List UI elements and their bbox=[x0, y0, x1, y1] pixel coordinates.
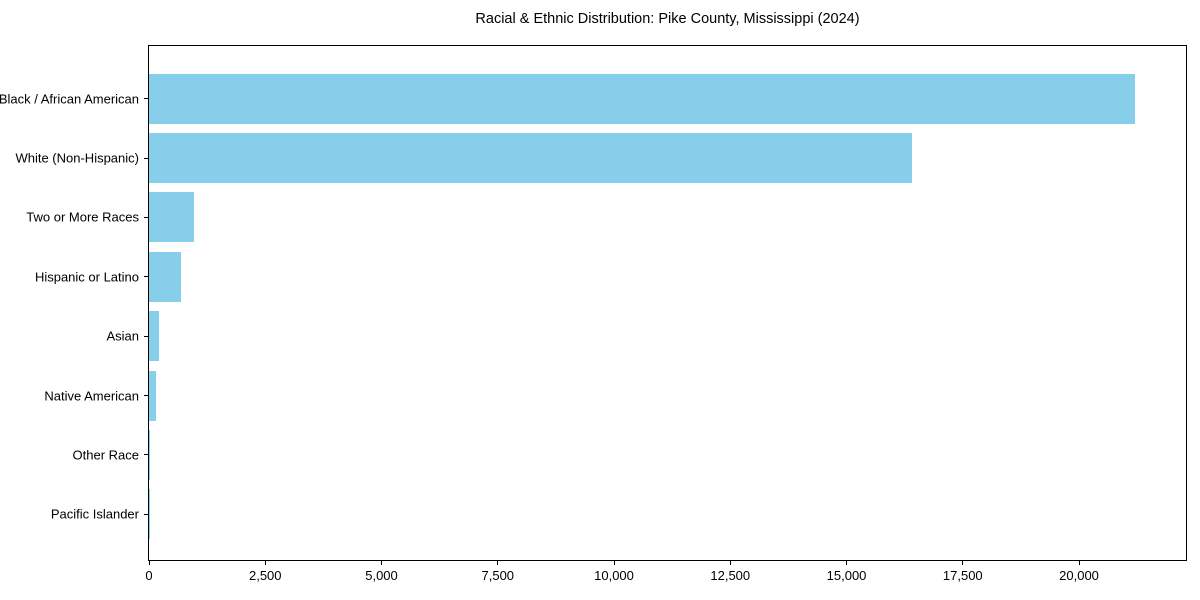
y-axis-tick-mark bbox=[144, 454, 149, 456]
bar bbox=[149, 133, 912, 184]
bar bbox=[149, 311, 159, 362]
y-axis-category-label: Native American bbox=[44, 388, 139, 404]
x-axis-tick-mark bbox=[264, 560, 266, 565]
x-axis-tick-mark bbox=[497, 560, 499, 565]
y-axis-tick-mark bbox=[144, 513, 149, 515]
y-axis-tick-mark bbox=[144, 98, 149, 100]
y-axis-category-label: Black / African American bbox=[0, 91, 139, 107]
y-axis-tick-mark bbox=[144, 216, 149, 218]
bar-row: Pacific Islander bbox=[51, 485, 1186, 544]
x-axis-tick-mark bbox=[846, 560, 848, 565]
plot-area: Black / African American White (Non-Hispa… bbox=[0, 45, 1187, 582]
chart-title: Racial & Ethnic Distribution: Pike Count… bbox=[475, 11, 860, 27]
x-axis-tick-mark bbox=[613, 560, 615, 565]
bar-row: White (Non-Hispanic) bbox=[15, 128, 1186, 187]
x-axis-tick-mark bbox=[729, 560, 731, 565]
y-axis-category-label: Asian bbox=[106, 328, 139, 344]
x-axis-tick-mark bbox=[381, 560, 382, 565]
x-axis-tick-label: 20,000 bbox=[1059, 568, 1099, 583]
y-axis-tick-mark bbox=[144, 157, 149, 159]
bar bbox=[149, 429, 151, 480]
bar-row: Native American bbox=[44, 366, 1186, 425]
bar-row: Asian bbox=[106, 307, 1186, 366]
y-axis-category-label: Two or More Races bbox=[26, 209, 139, 225]
bar bbox=[149, 251, 182, 302]
x-axis-tick-label: 12,500 bbox=[710, 568, 751, 583]
y-axis-tick-mark bbox=[144, 395, 149, 397]
y-axis-category-label: White (Non-Hispanic) bbox=[15, 150, 139, 166]
x-axis: 0 2,500 5,000 7,500 10,000 12,500 15,000 17,500… bbox=[145, 560, 1186, 594]
x-axis-tick-label: 7,500 bbox=[481, 568, 515, 583]
y-axis-category-label: Pacific Islander bbox=[50, 506, 139, 522]
bar-row: Hispanic or Latino bbox=[35, 247, 1186, 306]
bar bbox=[149, 73, 1135, 124]
bar-row: Two or More Races bbox=[26, 188, 1186, 247]
bar bbox=[149, 192, 195, 243]
y-axis-tick-mark bbox=[144, 335, 149, 337]
bars-container: Black / African American White (Non-Hispa… bbox=[0, 46, 1186, 560]
x-axis-tick-label: 0 bbox=[145, 568, 153, 583]
x-axis-tick-mark bbox=[1078, 560, 1080, 565]
x-axis-tick-mark bbox=[148, 560, 150, 565]
x-axis-tick-label: 2,500 bbox=[248, 568, 282, 583]
x-axis-tick-label: 10,000 bbox=[594, 568, 634, 583]
bar bbox=[149, 370, 157, 421]
y-axis-category-label: Other Race bbox=[72, 447, 139, 463]
x-axis-tick-label: 15,000 bbox=[826, 568, 867, 583]
x-axis-tick-label: 5,000 bbox=[365, 568, 398, 583]
bar-row: Other Race bbox=[73, 425, 1186, 484]
bar-row: Black / African American bbox=[0, 69, 1186, 128]
x-axis-tick-label: 17,500 bbox=[942, 568, 983, 583]
x-axis-tick-mark bbox=[962, 560, 964, 565]
y-axis-tick-mark bbox=[144, 276, 149, 278]
y-axis-category-label: Hispanic or Latino bbox=[34, 269, 139, 285]
